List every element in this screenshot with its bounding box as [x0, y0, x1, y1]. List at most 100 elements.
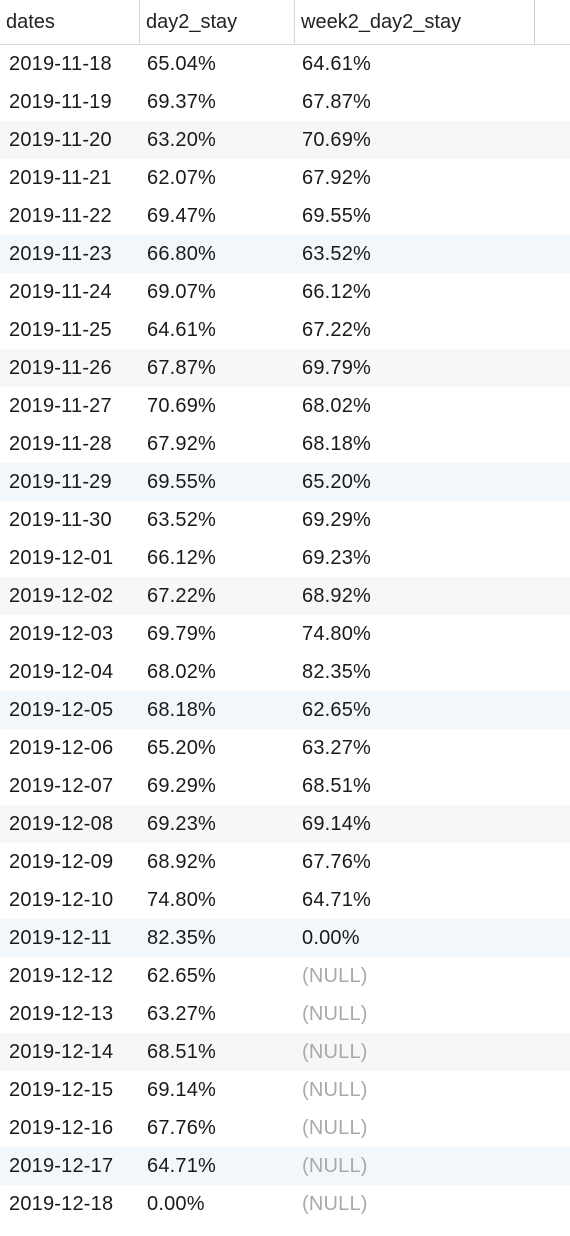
- cell-week2-day2-stay[interactable]: 69.14%: [302, 812, 372, 835]
- cell-day2-stay[interactable]: 74.80%: [147, 888, 217, 911]
- cell-dates[interactable]: 2019-11-30: [9, 508, 112, 531]
- table-row[interactable]: 2019-11-28 67.92% 68.18%: [0, 425, 570, 463]
- table-row[interactable]: 2019-12-12 62.65% (NULL): [0, 957, 570, 995]
- table-row[interactable]: 2019-11-21 62.07% 67.92%: [0, 159, 570, 197]
- table-row[interactable]: 2019-12-11 82.35% 0.00%: [0, 919, 570, 957]
- cell-week2-day2-stay[interactable]: (NULL): [302, 964, 368, 987]
- cell-week2-day2-stay[interactable]: 64.61%: [302, 52, 372, 75]
- table-row[interactable]: 2019-12-07 69.29% 68.51%: [0, 767, 570, 805]
- cell-day2-stay[interactable]: 68.02%: [147, 660, 217, 683]
- cell-week2-day2-stay[interactable]: 68.92%: [302, 584, 372, 607]
- cell-day2-stay[interactable]: 69.37%: [147, 90, 217, 113]
- table-row[interactable]: 2019-11-27 70.69% 68.02%: [0, 387, 570, 425]
- cell-dates[interactable]: 2019-12-12: [9, 964, 114, 987]
- cell-dates[interactable]: 2019-12-07: [9, 774, 114, 797]
- table-row[interactable]: 2019-12-14 68.51% (NULL): [0, 1033, 570, 1071]
- cell-week2-day2-stay[interactable]: 67.87%: [302, 90, 372, 113]
- cell-week2-day2-stay[interactable]: (NULL): [302, 1192, 368, 1215]
- cell-day2-stay[interactable]: 63.20%: [147, 128, 217, 151]
- cell-day2-stay[interactable]: 69.14%: [147, 1078, 217, 1101]
- cell-dates[interactable]: 2019-12-06: [9, 736, 114, 759]
- cell-day2-stay[interactable]: 67.92%: [147, 432, 217, 455]
- cell-week2-day2-stay[interactable]: 69.29%: [302, 508, 372, 531]
- cell-dates[interactable]: 2019-11-21: [9, 166, 112, 189]
- cell-day2-stay[interactable]: 68.92%: [147, 850, 217, 873]
- table-row[interactable]: 2019-12-05 68.18% 62.65%: [0, 691, 570, 729]
- cell-day2-stay[interactable]: 63.27%: [147, 1002, 217, 1025]
- table-row[interactable]: 2019-11-23 66.80% 63.52%: [0, 235, 570, 273]
- cell-day2-stay[interactable]: 69.47%: [147, 204, 217, 227]
- cell-week2-day2-stay[interactable]: 69.79%: [302, 356, 372, 379]
- cell-day2-stay[interactable]: 63.52%: [147, 508, 217, 531]
- cell-dates[interactable]: 2019-11-28: [9, 432, 112, 455]
- cell-week2-day2-stay[interactable]: 67.92%: [302, 166, 372, 189]
- cell-week2-day2-stay[interactable]: (NULL): [302, 1116, 368, 1139]
- cell-day2-stay[interactable]: 67.22%: [147, 584, 217, 607]
- column-header-week2-day2-stay[interactable]: week2_day2_stay: [295, 0, 535, 44]
- cell-dates[interactable]: 2019-12-15: [9, 1078, 114, 1101]
- cell-dates[interactable]: 2019-12-01: [9, 546, 114, 569]
- cell-week2-day2-stay[interactable]: 65.20%: [302, 470, 372, 493]
- cell-dates[interactable]: 2019-11-22: [9, 204, 112, 227]
- cell-dates[interactable]: 2019-11-23: [9, 242, 112, 265]
- cell-dates[interactable]: 2019-12-08: [9, 812, 114, 835]
- cell-day2-stay[interactable]: 66.80%: [147, 242, 217, 265]
- cell-day2-stay[interactable]: 82.35%: [147, 926, 217, 949]
- cell-day2-stay[interactable]: 69.79%: [147, 622, 217, 645]
- cell-week2-day2-stay[interactable]: 63.27%: [302, 736, 372, 759]
- table-row[interactable]: 2019-11-20 63.20% 70.69%: [0, 121, 570, 159]
- cell-week2-day2-stay[interactable]: 0.00%: [302, 926, 360, 949]
- table-row[interactable]: 2019-11-19 69.37% 67.87%: [0, 83, 570, 121]
- cell-dates[interactable]: 2019-12-10: [9, 888, 114, 911]
- cell-week2-day2-stay[interactable]: 64.71%: [302, 888, 372, 911]
- cell-week2-day2-stay[interactable]: 68.02%: [302, 394, 372, 417]
- cell-week2-day2-stay[interactable]: 66.12%: [302, 280, 372, 303]
- cell-day2-stay[interactable]: 62.07%: [147, 166, 217, 189]
- table-row[interactable]: 2019-12-01 66.12% 69.23%: [0, 539, 570, 577]
- table-row[interactable]: 2019-11-29 69.55% 65.20%: [0, 463, 570, 501]
- cell-day2-stay[interactable]: 70.69%: [147, 394, 217, 417]
- cell-dates[interactable]: 2019-11-19: [9, 90, 112, 113]
- cell-day2-stay[interactable]: 65.04%: [147, 52, 217, 75]
- cell-week2-day2-stay[interactable]: 67.76%: [302, 850, 372, 873]
- table-row[interactable]: 2019-12-13 63.27% (NULL): [0, 995, 570, 1033]
- cell-dates[interactable]: 2019-12-18: [9, 1192, 114, 1215]
- table-row[interactable]: 2019-11-30 63.52% 69.29%: [0, 501, 570, 539]
- cell-week2-day2-stay[interactable]: 69.23%: [302, 546, 372, 569]
- cell-dates[interactable]: 2019-12-05: [9, 698, 114, 721]
- cell-day2-stay[interactable]: 0.00%: [147, 1192, 205, 1215]
- cell-day2-stay[interactable]: 62.65%: [147, 964, 217, 987]
- cell-day2-stay[interactable]: 66.12%: [147, 546, 217, 569]
- cell-day2-stay[interactable]: 69.55%: [147, 470, 217, 493]
- cell-week2-day2-stay[interactable]: 62.65%: [302, 698, 372, 721]
- cell-dates[interactable]: 2019-11-20: [9, 128, 112, 151]
- cell-dates[interactable]: 2019-12-04: [9, 660, 114, 683]
- cell-week2-day2-stay[interactable]: (NULL): [302, 1078, 368, 1101]
- cell-week2-day2-stay[interactable]: (NULL): [302, 1154, 368, 1177]
- cell-day2-stay[interactable]: 64.61%: [147, 318, 217, 341]
- cell-dates[interactable]: 2019-12-16: [9, 1116, 114, 1139]
- table-row[interactable]: 2019-11-25 64.61% 67.22%: [0, 311, 570, 349]
- cell-day2-stay[interactable]: 68.18%: [147, 698, 217, 721]
- cell-day2-stay[interactable]: 67.87%: [147, 356, 217, 379]
- table-row[interactable]: 2019-11-24 69.07% 66.12%: [0, 273, 570, 311]
- cell-dates[interactable]: 2019-12-14: [9, 1040, 114, 1063]
- table-row[interactable]: 2019-12-04 68.02% 82.35%: [0, 653, 570, 691]
- cell-dates[interactable]: 2019-11-18: [9, 52, 112, 75]
- cell-week2-day2-stay[interactable]: (NULL): [302, 1040, 368, 1063]
- cell-day2-stay[interactable]: 69.07%: [147, 280, 217, 303]
- table-row[interactable]: 2019-12-16 67.76% (NULL): [0, 1109, 570, 1147]
- column-header-dates[interactable]: dates: [0, 0, 140, 44]
- cell-dates[interactable]: 2019-12-11: [9, 926, 112, 949]
- grid-body[interactable]: 2019-11-18 65.04% 64.61% 2019-11-19 69.37% 67…: [0, 45, 570, 1223]
- cell-dates[interactable]: 2019-11-24: [9, 280, 112, 303]
- table-row[interactable]: 2019-12-09 68.92% 67.76%: [0, 843, 570, 881]
- table-row[interactable]: 2019-12-02 67.22% 68.92%: [0, 577, 570, 615]
- cell-dates[interactable]: 2019-11-29: [9, 470, 112, 493]
- cell-day2-stay[interactable]: 67.76%: [147, 1116, 217, 1139]
- table-row[interactable]: 2019-12-15 69.14% (NULL): [0, 1071, 570, 1109]
- cell-day2-stay[interactable]: 69.23%: [147, 812, 217, 835]
- table-row[interactable]: 2019-12-08 69.23% 69.14%: [0, 805, 570, 843]
- cell-week2-day2-stay[interactable]: 82.35%: [302, 660, 372, 683]
- cell-day2-stay[interactable]: 69.29%: [147, 774, 217, 797]
